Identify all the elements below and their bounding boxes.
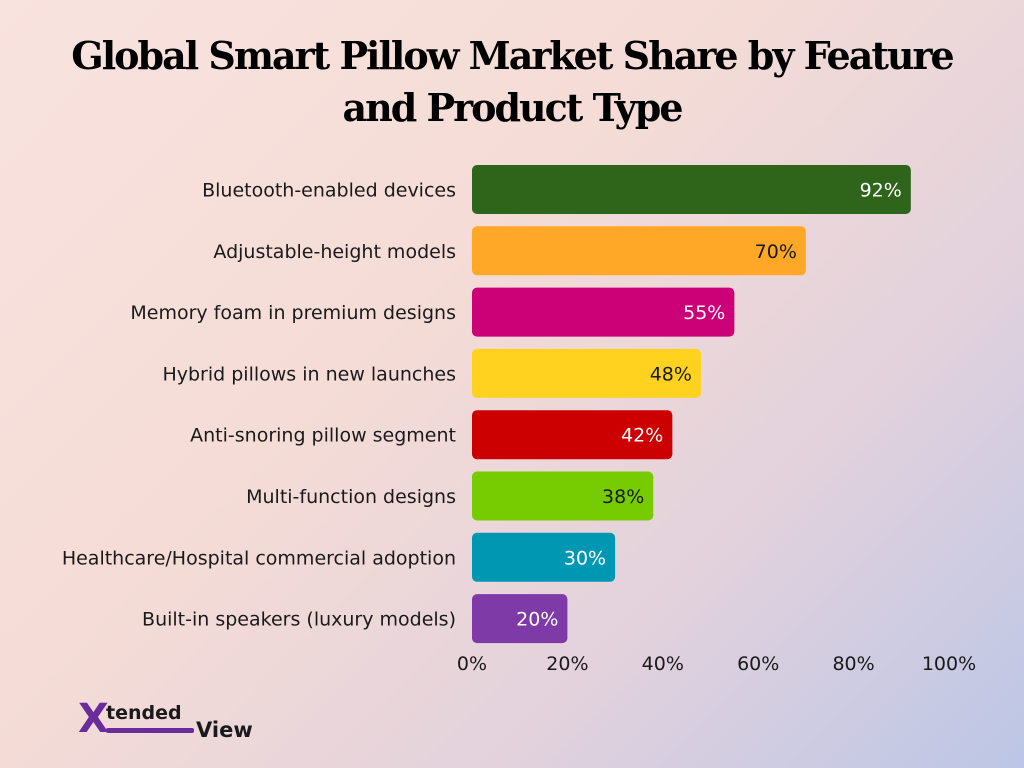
category-label: Memory foam in premium designs [130, 302, 456, 324]
x-tick-label: 20% [546, 653, 588, 675]
category-label: Adjustable-height models [213, 241, 456, 263]
bar [472, 594, 568, 644]
logo-text-first: tended [106, 702, 182, 724]
value-label: 48% [650, 363, 692, 385]
value-label: 70% [755, 241, 797, 263]
chart-title: Global Smart Pillow Market Share by Feat… [71, 33, 954, 130]
bar [472, 165, 911, 214]
value-label: 38% [602, 486, 644, 508]
x-tick-label: 100% [922, 653, 976, 675]
value-label: 20% [516, 609, 558, 631]
logo-underline [106, 728, 194, 733]
category-label: Hybrid pillows in new launches [162, 363, 456, 385]
logo-mark: X [78, 696, 109, 742]
bar [472, 348, 701, 398]
bar [472, 471, 654, 521]
category-label: Built-in speakers (luxury models) [142, 609, 456, 631]
category-label: Multi-function designs [246, 486, 456, 508]
bar [472, 532, 616, 582]
bar [472, 410, 673, 460]
value-label: 30% [564, 547, 606, 569]
brand-logo: X tended View [76, 696, 276, 748]
value-label: 92% [860, 180, 902, 202]
x-tick-label: 0% [457, 653, 487, 675]
logo-text-second: View [196, 718, 253, 742]
category-label: Healthcare/Hospital commercial adoption [62, 547, 456, 569]
x-tick-label: 60% [737, 653, 779, 675]
x-tick-label: 40% [642, 653, 684, 675]
bar [472, 226, 806, 276]
value-label: 55% [683, 302, 725, 324]
bar [472, 287, 735, 337]
category-label: Anti-snoring pillow segment [190, 425, 456, 447]
x-tick-label: 80% [832, 653, 874, 675]
category-label: Bluetooth-enabled devices [202, 180, 456, 202]
value-label: 42% [621, 425, 663, 447]
